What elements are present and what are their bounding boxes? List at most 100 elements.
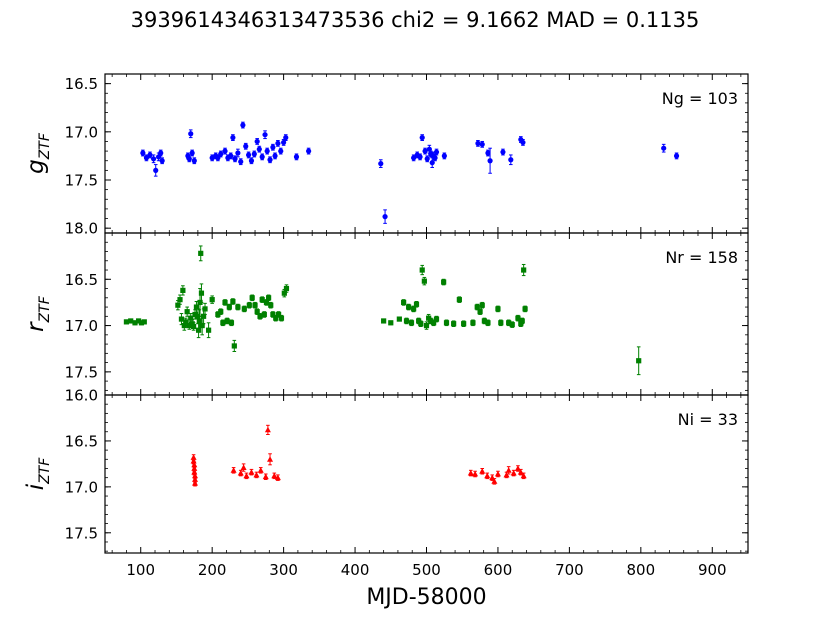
data-point-i bbox=[192, 479, 199, 487]
y-axis-label-r: rZTF bbox=[23, 295, 53, 332]
panel-r-band: 16.5 17.0 17.5 Nr = 158 rZTF bbox=[23, 232, 749, 396]
data-point-g bbox=[422, 147, 428, 155]
data-point-r bbox=[519, 317, 525, 325]
data-point-i bbox=[253, 471, 260, 479]
data-point-i bbox=[271, 472, 278, 480]
data-point-r bbox=[421, 276, 427, 286]
data-point-r bbox=[381, 318, 387, 324]
data-point-i bbox=[484, 472, 491, 480]
data-point-r bbox=[406, 303, 412, 311]
count-label-g: Ng = 103 bbox=[662, 89, 738, 108]
data-point-i bbox=[491, 478, 498, 485]
data-point-g bbox=[147, 151, 153, 159]
data-point-r bbox=[413, 301, 420, 308]
data-point-g bbox=[150, 154, 157, 164]
data-point-g bbox=[230, 134, 236, 141]
data-point-i bbox=[237, 469, 244, 477]
data-point-g bbox=[140, 149, 146, 157]
data-point-r bbox=[266, 294, 272, 302]
y-axis-label-g: gZTF bbox=[23, 132, 53, 174]
data-point-r bbox=[224, 317, 230, 325]
data-point-i bbox=[243, 472, 250, 480]
data-point-g bbox=[254, 138, 260, 145]
data-point-i bbox=[472, 470, 479, 478]
data-point-i bbox=[274, 474, 281, 481]
x-tick-label: 900 bbox=[698, 561, 727, 579]
data-point-g bbox=[424, 155, 430, 163]
y-tick-label: 16.5 bbox=[65, 75, 98, 93]
data-point-g bbox=[475, 139, 481, 147]
data-point-r bbox=[419, 264, 425, 276]
data-point-r bbox=[401, 299, 407, 306]
data-point-r bbox=[205, 322, 212, 339]
data-point-r bbox=[461, 320, 467, 327]
data-point-g bbox=[441, 152, 447, 160]
data-point-g bbox=[419, 134, 425, 141]
y-tick-label: 17.5 bbox=[65, 363, 98, 381]
count-label-i: Ni = 33 bbox=[678, 410, 738, 429]
x-tick-label: 500 bbox=[412, 561, 441, 579]
data-point-r bbox=[228, 319, 235, 327]
data-point-g bbox=[432, 154, 438, 162]
data-point-r bbox=[246, 301, 252, 309]
data-point-r bbox=[184, 306, 190, 317]
data-point-g bbox=[248, 157, 255, 165]
data-point-g bbox=[306, 147, 312, 155]
data-point-r bbox=[396, 316, 402, 322]
y-tick-label: 17.0 bbox=[65, 123, 98, 141]
data-point-r bbox=[495, 305, 501, 313]
data-point-r bbox=[259, 296, 265, 303]
y-tick-label: 17.0 bbox=[65, 317, 98, 335]
x-tick-label: 800 bbox=[627, 561, 656, 579]
data-point-i bbox=[505, 466, 512, 475]
data-point-i bbox=[467, 469, 474, 477]
data-point-i bbox=[230, 467, 237, 474]
data-point-g bbox=[235, 148, 241, 158]
data-point-g bbox=[278, 147, 284, 155]
data-point-r bbox=[218, 308, 224, 315]
data-point-r bbox=[209, 295, 215, 304]
data-point-r bbox=[433, 315, 440, 323]
data-point-r bbox=[202, 302, 208, 315]
data-point-g bbox=[262, 130, 268, 140]
data-point-i bbox=[257, 467, 264, 474]
data-point-i bbox=[267, 453, 274, 466]
data-point-g bbox=[158, 149, 164, 157]
data-point-r bbox=[128, 318, 134, 324]
data-point-r bbox=[198, 283, 205, 303]
data-point-g bbox=[283, 134, 289, 141]
data-point-g bbox=[485, 149, 491, 157]
data-point-r bbox=[408, 319, 415, 327]
data-point-g bbox=[256, 145, 262, 153]
data-point-r bbox=[141, 319, 147, 325]
x-tick-label: 400 bbox=[341, 561, 370, 579]
data-point-r bbox=[498, 319, 504, 327]
data-point-g bbox=[246, 151, 252, 159]
data-point-g bbox=[191, 157, 197, 165]
data-point-g bbox=[417, 153, 423, 161]
panel-i-band: 16.0 16.5 17.0 17.5 Ni = 33 iZTF bbox=[23, 387, 749, 554]
data-point-g bbox=[251, 150, 257, 158]
data-point-r bbox=[443, 319, 450, 327]
data-point-r bbox=[252, 301, 258, 309]
data-point-r bbox=[261, 311, 267, 318]
data-point-g bbox=[272, 152, 278, 160]
data-point-g bbox=[188, 129, 194, 139]
data-point-g bbox=[487, 147, 493, 174]
y-tick-label: 17.0 bbox=[65, 478, 98, 496]
data-point-r bbox=[257, 313, 263, 320]
data-point-g bbox=[189, 149, 195, 157]
data-point-r bbox=[479, 301, 485, 309]
data-point-i bbox=[240, 463, 247, 472]
data-point-r bbox=[226, 303, 232, 311]
data-point-g bbox=[159, 157, 165, 165]
data-point-r bbox=[198, 245, 204, 262]
data-point-r bbox=[428, 317, 434, 325]
y-tick-label: 17.5 bbox=[65, 524, 98, 542]
x-tick-label: 600 bbox=[484, 561, 513, 579]
data-point-g bbox=[259, 153, 265, 161]
data-point-g bbox=[153, 164, 159, 177]
data-point-g bbox=[382, 209, 388, 224]
x-tick-label: 100 bbox=[126, 561, 155, 579]
